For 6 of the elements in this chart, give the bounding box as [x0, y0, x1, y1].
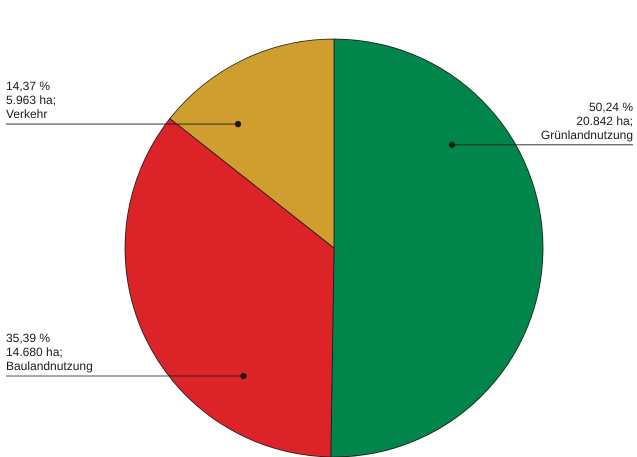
data-label: 35,39 % 14.680 ha;: [6, 330, 63, 359]
slice-label: Grünlandnutzung: [540, 128, 633, 142]
slice-label: Baulandnutzung: [6, 358, 93, 373]
slice-label: Verkehr: [6, 107, 48, 122]
data-label: 14,37 % 5.963 ha;: [6, 79, 56, 108]
data-label: 50,24 % 20.842 ha;: [576, 100, 634, 128]
